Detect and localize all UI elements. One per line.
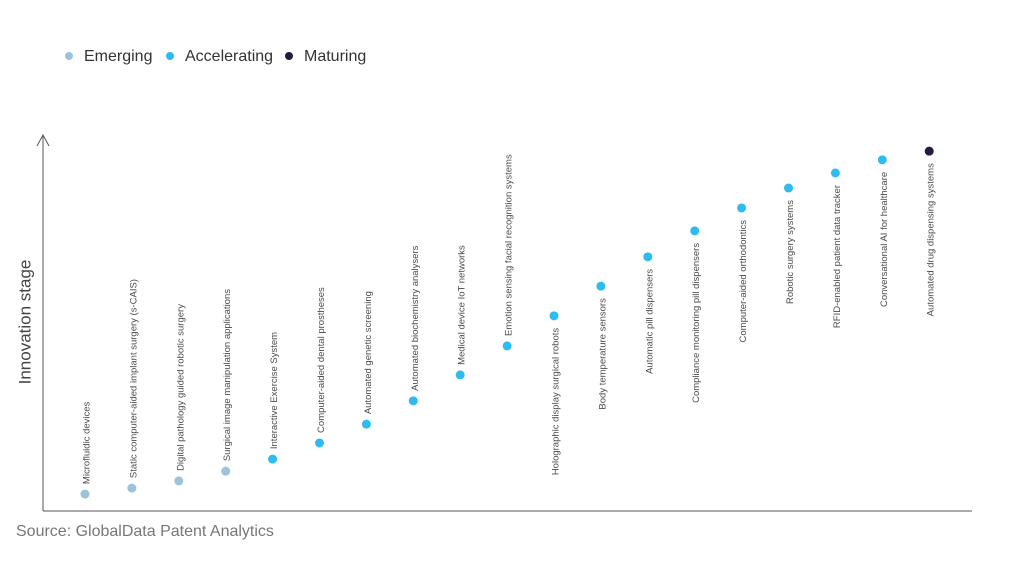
legend-label: Accelerating: [185, 48, 273, 65]
category-label: Automatic pill dispensers: [644, 269, 655, 374]
data-point: [502, 341, 512, 351]
data-point: [80, 489, 90, 499]
category-label: Interactive Exercise System: [269, 332, 280, 449]
y-axis-label: Innovation stage: [15, 260, 34, 385]
category-label: Computer-aided dental prostheses: [316, 287, 327, 433]
data-point: [315, 438, 324, 448]
data-point: [221, 466, 231, 476]
data-point: [737, 203, 747, 213]
data-point: [830, 168, 840, 178]
category-label: Automated biochemistry analysers: [410, 245, 421, 390]
category-label: Automated drug dispensing systems: [926, 163, 937, 316]
data-point: [268, 454, 278, 464]
category-label: Compliance monitoring pill dispensers: [691, 243, 702, 403]
data-point: [877, 155, 887, 165]
category-label: Holographic display surgical robots: [551, 328, 562, 476]
data-point: [784, 183, 793, 193]
legend-marker: [166, 52, 174, 60]
data-point: [596, 281, 606, 291]
category-label: RFID-enabled patient data tracker: [832, 185, 843, 328]
data-point: [643, 252, 653, 262]
data-point: [455, 370, 465, 380]
legend-marker: [285, 52, 293, 60]
data-point: [361, 419, 371, 429]
category-label: Emotion sensing facial recognition syste…: [504, 154, 515, 336]
category-label: Static computer-aided implant surgery (s…: [128, 279, 139, 478]
category-label: Conversational AI for healthcare: [879, 172, 890, 307]
legend-marker: [65, 52, 73, 60]
data-point: [127, 483, 137, 493]
y-axis-arrow: [36, 133, 50, 147]
legend-label: Emerging: [84, 48, 152, 65]
category-label: Body temperature sensors: [597, 298, 608, 410]
category-label: Surgical image manipulation applications: [222, 289, 233, 461]
data-point: [408, 396, 418, 406]
data-point: [690, 226, 700, 236]
category-label: Robotic surgery systems: [785, 200, 796, 304]
category-label: Automated genetic screening: [363, 291, 374, 414]
legend-label: Maturing: [304, 48, 366, 65]
data-point: [549, 311, 559, 321]
category-label: Medical device IoT networks: [457, 245, 468, 365]
category-label: Microfluidic devices: [82, 401, 93, 484]
category-label: Digital pathology guided robotic surgery: [175, 304, 186, 471]
data-point: [174, 476, 184, 486]
data-point: [924, 146, 934, 156]
source: Source: GlobalData Patent Analytics: [16, 523, 274, 540]
category-label: Computer-aided orthodontics: [738, 220, 749, 343]
